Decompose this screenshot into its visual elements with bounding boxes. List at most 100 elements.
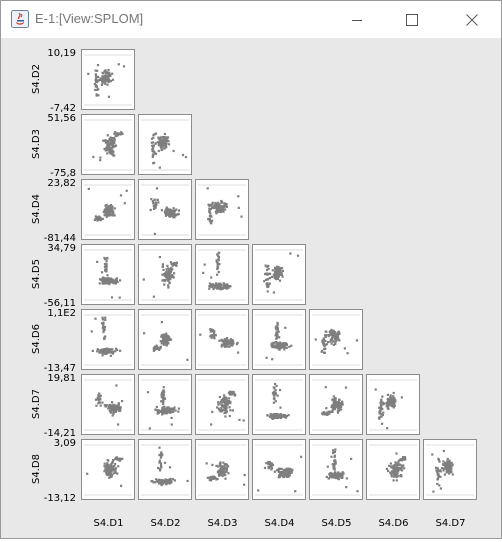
scatter-point	[281, 473, 284, 476]
scatter-cell[interactable]	[252, 439, 306, 500]
scatter-point	[439, 487, 442, 490]
scatter-point	[333, 459, 336, 463]
scatter-point	[105, 210, 108, 213]
scatter-point	[381, 413, 384, 417]
scatter-point	[103, 282, 106, 285]
scatter-point	[217, 205, 220, 208]
scatter-cell[interactable]	[195, 244, 249, 305]
scatter-point	[114, 410, 117, 413]
scatter-cell[interactable]	[195, 439, 249, 500]
scatter-point	[394, 399, 397, 403]
scatter-point	[120, 484, 123, 487]
title-bar[interactable]: E-1:[View:SPLOM]	[1, 1, 501, 38]
scatter-point	[446, 466, 449, 469]
scatter-cell[interactable]	[195, 374, 249, 435]
scatter-cell[interactable]	[138, 309, 192, 370]
scatter-cell[interactable]	[309, 309, 363, 370]
scatter-cell[interactable]	[138, 374, 192, 435]
scatter-point	[218, 471, 221, 474]
scatter-point	[331, 339, 334, 342]
scatter-point	[403, 467, 406, 470]
scatter-cell[interactable]	[81, 114, 135, 175]
scatter-point	[118, 457, 121, 460]
scatter-point	[165, 276, 168, 279]
scatter-point	[279, 343, 282, 346]
scatter-point	[104, 349, 107, 352]
scatter-cell[interactable]	[366, 374, 420, 435]
scatter-point	[223, 345, 226, 348]
scatter-point	[378, 412, 381, 415]
scatter-point	[264, 278, 268, 281]
scatter-point	[101, 280, 104, 284]
scatter-point	[165, 144, 168, 147]
scatter-point	[272, 413, 275, 416]
scatter-point	[229, 409, 232, 412]
scatter-point	[325, 407, 328, 410]
scatter-point	[209, 212, 212, 215]
scatter-point	[113, 465, 116, 468]
scatter-point	[153, 198, 156, 201]
scatter-point	[442, 469, 445, 472]
scatter-cell[interactable]	[81, 244, 135, 305]
scatter-point	[335, 338, 338, 341]
scatter-point	[334, 342, 337, 346]
scatter-cell[interactable]	[138, 114, 192, 175]
scatter-cell[interactable]	[81, 49, 135, 110]
scatter-point	[170, 480, 173, 483]
scatter-point	[224, 463, 228, 466]
scatter-point	[225, 285, 228, 288]
scatter-point	[105, 215, 108, 218]
scatter-cell[interactable]	[195, 309, 249, 370]
scatter-point	[156, 412, 159, 415]
scatter-point	[158, 348, 161, 351]
scatter-point	[154, 408, 157, 411]
scatter-point	[436, 482, 439, 485]
scatter-cell[interactable]	[81, 374, 135, 435]
scatter-point	[151, 148, 154, 151]
close-button[interactable]	[449, 1, 495, 38]
scatter-point	[379, 410, 382, 413]
scatter-point	[107, 68, 110, 72]
scatter-cell[interactable]	[81, 309, 135, 370]
scatter-cell[interactable]	[366, 439, 420, 500]
scatter-point	[377, 416, 381, 419]
scatter-point	[103, 281, 106, 284]
scatter-cell[interactable]	[309, 439, 363, 500]
scatter-point	[113, 469, 116, 472]
scatter-cell[interactable]	[138, 179, 192, 240]
scatter-point	[325, 475, 328, 478]
scatter-cell[interactable]	[81, 179, 135, 240]
scatter-point	[217, 208, 220, 211]
scatter-point	[329, 473, 332, 476]
scatter-point	[321, 340, 324, 343]
scatter-cell[interactable]	[81, 439, 135, 500]
scatter-cell[interactable]	[138, 244, 192, 305]
scatter-point	[229, 344, 233, 347]
scatter-point	[280, 267, 284, 270]
scatter-point	[273, 275, 276, 278]
scatter-point	[281, 275, 284, 278]
scatter-cell[interactable]	[252, 309, 306, 370]
scatter-point	[332, 407, 336, 411]
scatter-point	[220, 201, 223, 205]
scatter-cell[interactable]	[252, 244, 306, 305]
scatter-point	[106, 83, 109, 86]
scatter-cell[interactable]	[309, 374, 363, 435]
column-axis-label: S4.D2	[151, 518, 181, 529]
scatter-point	[104, 265, 107, 268]
scatter-point	[328, 412, 331, 415]
scatter-point	[277, 273, 280, 276]
scatter-cell[interactable]	[195, 179, 249, 240]
scatter-point	[112, 468, 115, 471]
scatter-point	[271, 392, 275, 395]
scatter-cell[interactable]	[423, 439, 477, 500]
scatter-point	[98, 350, 101, 353]
scatter-point	[330, 455, 333, 458]
scatter-point	[106, 404, 109, 407]
maximize-button[interactable]	[389, 1, 435, 38]
scatter-cell[interactable]	[138, 439, 192, 500]
minimize-button[interactable]	[334, 1, 380, 38]
scatter-point	[224, 204, 228, 207]
scatter-cell[interactable]	[252, 374, 306, 435]
